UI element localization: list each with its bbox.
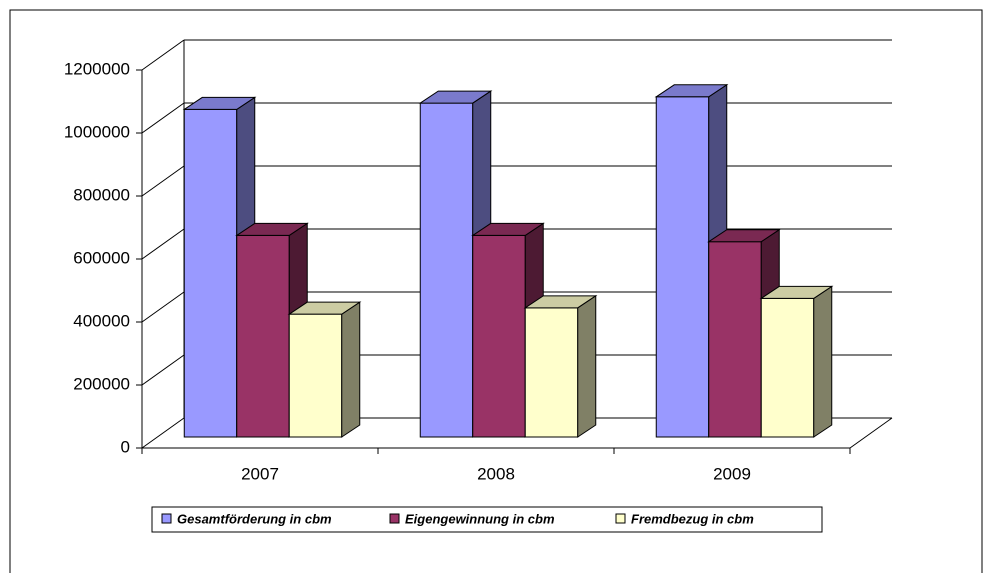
x-tick-label: 2009: [713, 464, 751, 483]
bar-side: [577, 294, 597, 438]
bar-top: [654, 84, 729, 98]
bar-top: [471, 222, 545, 236]
bar: [708, 241, 762, 438]
y-tick-label: 600000: [73, 248, 130, 267]
bar-top: [287, 301, 362, 315]
bar-side: [813, 285, 833, 438]
bar-top: [707, 229, 781, 243]
y-tick-label: 1200000: [64, 59, 130, 78]
bar: [472, 234, 526, 438]
bar: [236, 234, 290, 438]
bar: [419, 102, 474, 438]
bar-top: [523, 295, 598, 309]
x-tick-label: 2008: [477, 464, 515, 483]
grid-line: [141, 102, 185, 134]
y-tick-label: 1000000: [64, 122, 130, 141]
bar-top: [418, 90, 493, 104]
legend-swatch: [615, 513, 626, 524]
grid-line: [141, 354, 185, 386]
y-tick-label: 200000: [73, 374, 130, 393]
grid-line: [141, 39, 185, 71]
floor-edge: [849, 417, 893, 449]
legend-swatch: [161, 513, 172, 524]
y-tick-label: 800000: [73, 185, 130, 204]
bar: [655, 96, 710, 438]
grid-line: [141, 417, 185, 449]
grid-line: [141, 228, 185, 260]
bar-top: [759, 285, 834, 299]
bar-top: [235, 222, 309, 236]
legend-box: [151, 506, 823, 533]
bar-side: [341, 301, 361, 438]
bar: [524, 307, 579, 438]
y-tick-label: 400000: [73, 311, 130, 330]
legend-swatch: [389, 513, 400, 524]
grid-line: [141, 165, 185, 197]
y-tick-label: 0: [121, 437, 130, 456]
legend-label: Gesamtförderung in cbm: [177, 511, 332, 526]
x-tick-label: 2007: [241, 464, 279, 483]
bar: [760, 297, 815, 438]
legend-label: Fremdbezug in cbm: [631, 511, 754, 526]
bar: [183, 108, 238, 438]
grid-line: [141, 291, 185, 323]
legend-label: Eigengewinnung in cbm: [405, 511, 555, 526]
bar-top: [182, 96, 257, 110]
bar: [288, 313, 343, 438]
